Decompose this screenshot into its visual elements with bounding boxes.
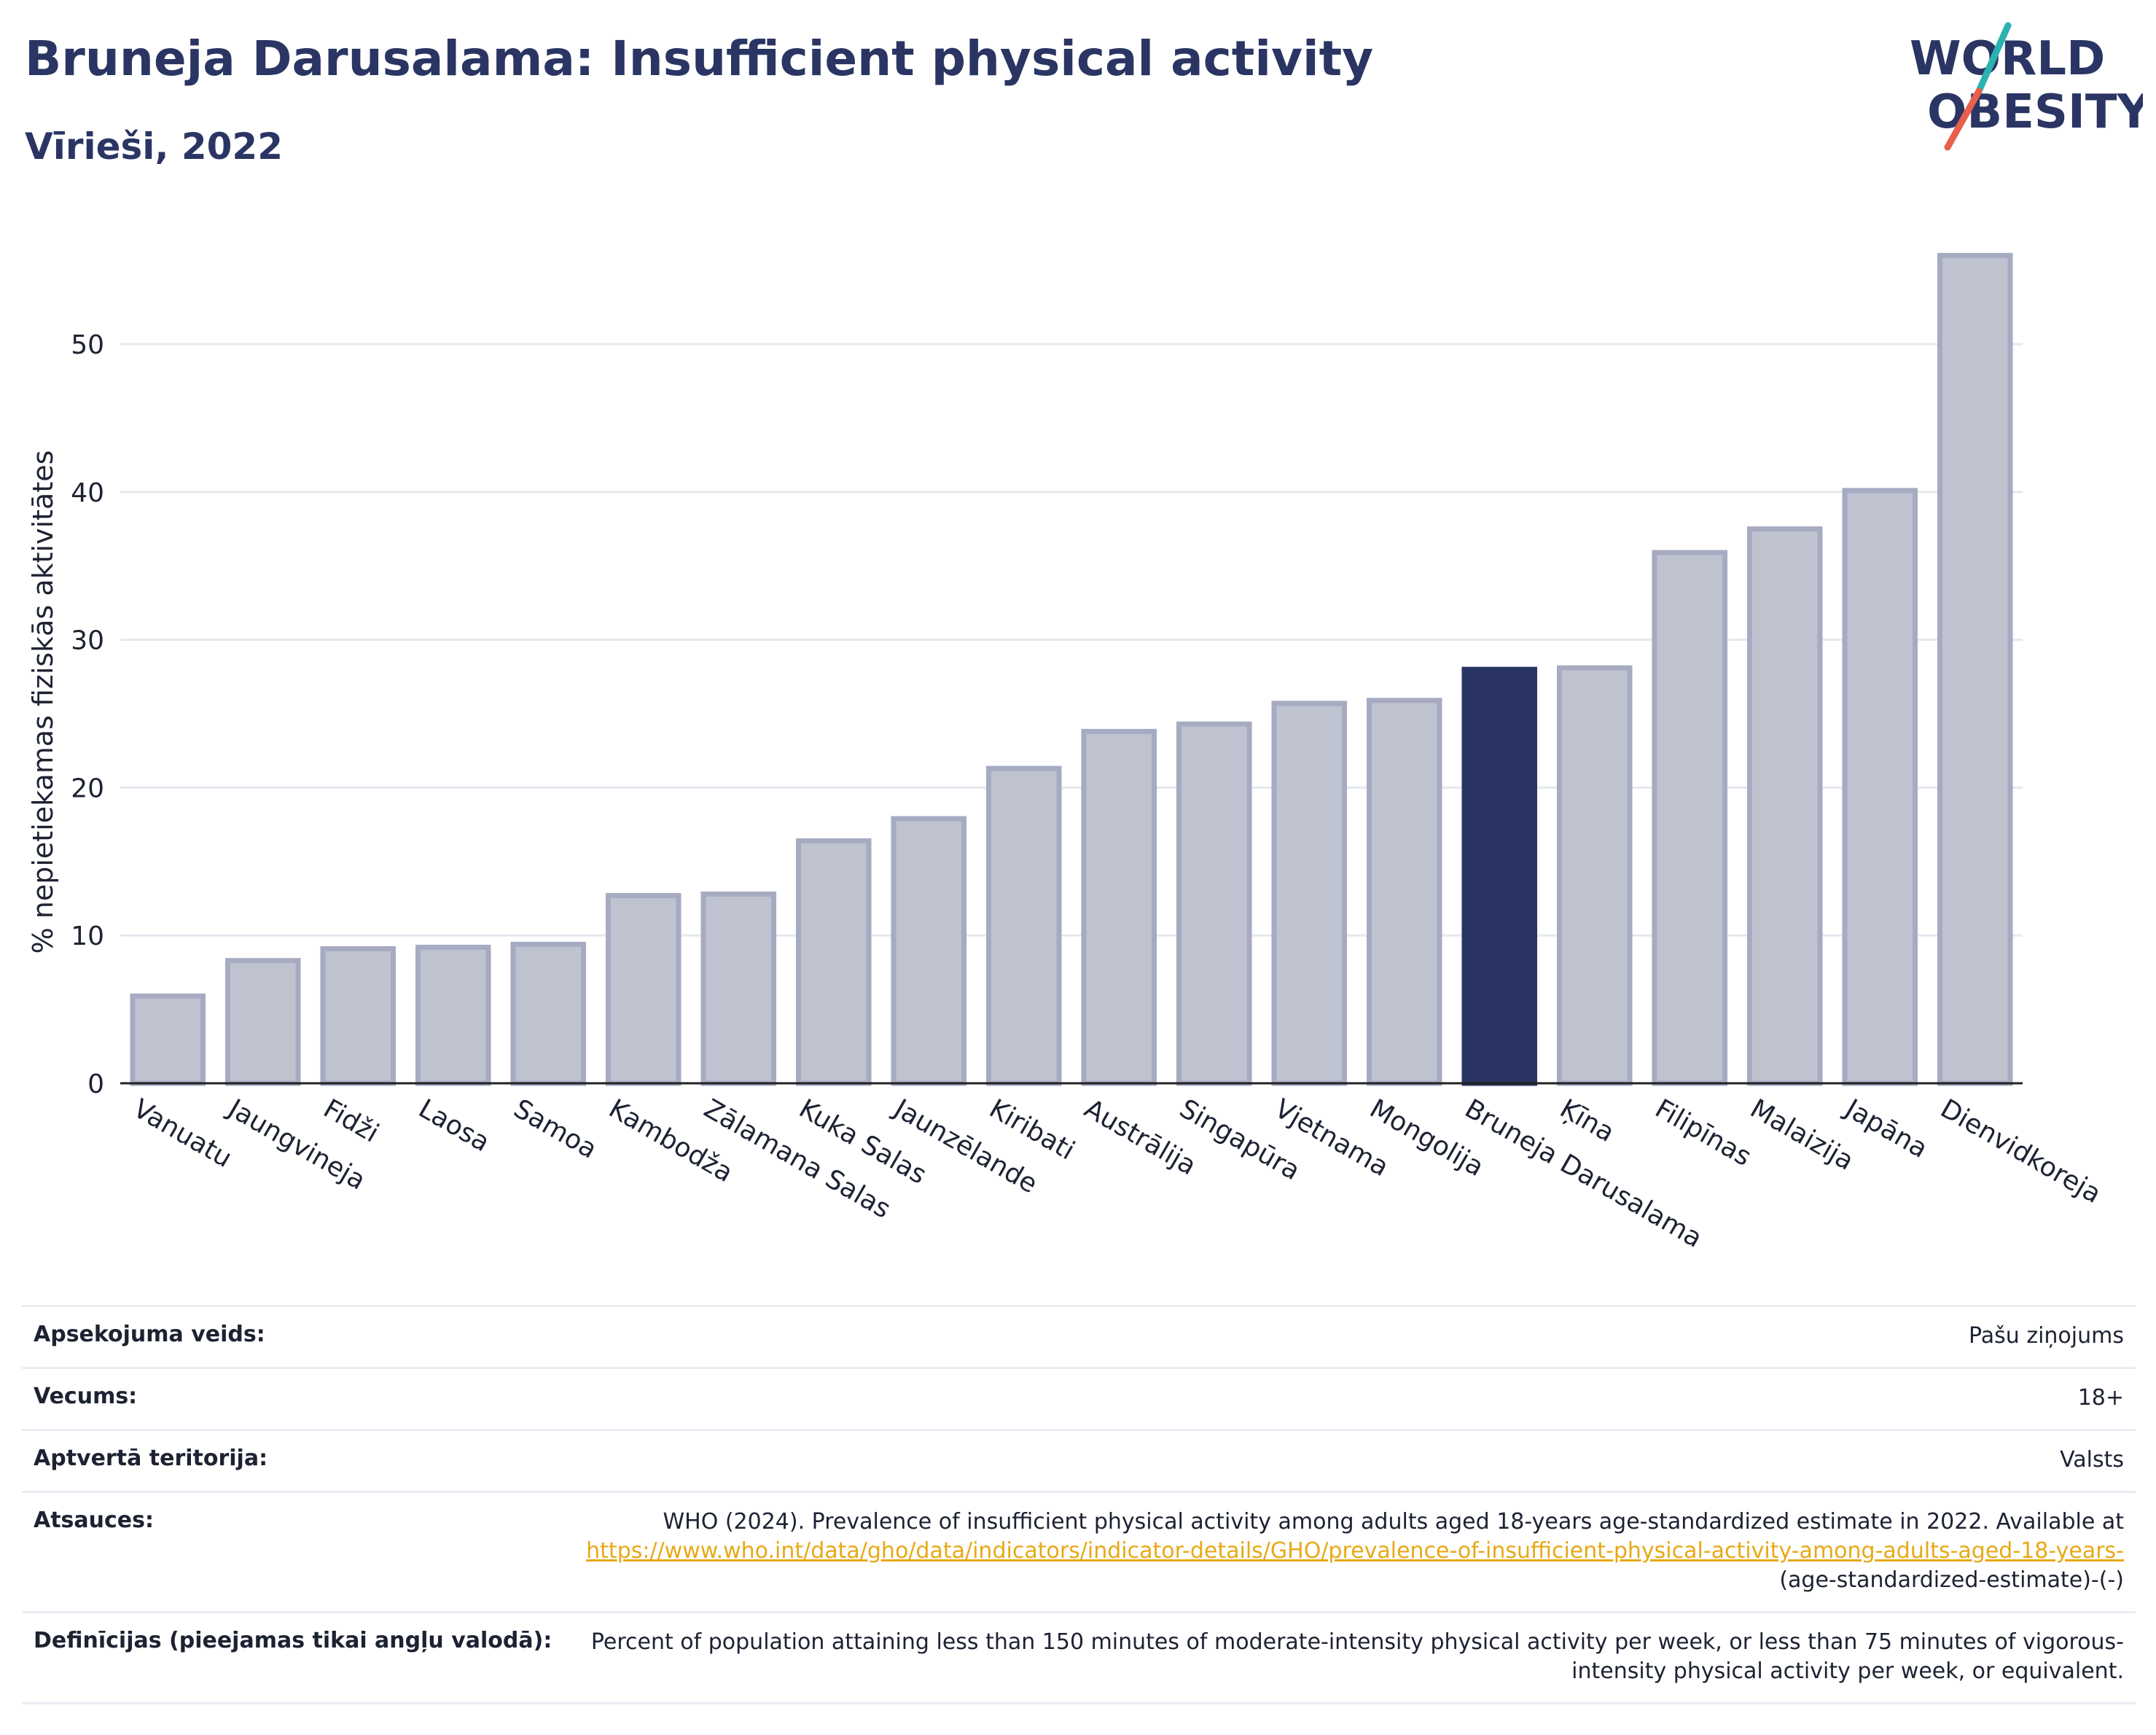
x-tick-label: Samoa — [509, 1093, 602, 1165]
x-tick-label: Dienvidkoreja — [1935, 1093, 2106, 1209]
bar-vanuatu[interactable] — [130, 993, 206, 1086]
bar-fidži[interactable] — [320, 946, 397, 1086]
meta-value: Valsts — [2060, 1447, 2124, 1473]
meta-value: Pašu ziņojums — [1969, 1323, 2124, 1349]
meta-label: Atsauces: — [34, 1508, 154, 1533]
meta-label: Aptvertā teritorija: — [34, 1446, 268, 1471]
reference-link[interactable]: https://www.who.int/data/gho/data/indica… — [586, 1538, 2124, 1564]
y-tick-label: 40 — [71, 478, 104, 508]
meta-label: Vecums: — [34, 1384, 138, 1409]
meta-label: Definīcijas (pieejamas tikai angļu valod… — [34, 1628, 552, 1653]
bar-filipīnas[interactable] — [1652, 550, 1728, 1086]
y-tick-label: 10 — [71, 921, 104, 951]
logo-slash-coral — [1944, 87, 1983, 151]
x-tick-label: Filipīnas — [1650, 1093, 1757, 1172]
metadata-table: Apsekojuma veids: Pašu ziņojums Vecums: … — [22, 1305, 2136, 1704]
y-axis-ticks: 0 10 20 30 40 50 — [71, 330, 104, 1099]
bar-ķīna[interactable] — [1556, 665, 1633, 1086]
meta-row-references: Atsauces: WHO (2024). Prevalence of insu… — [22, 1491, 2136, 1611]
meta-row-age: Vecums: 18+ — [22, 1367, 2136, 1429]
bar-austrālija[interactable] — [1081, 728, 1157, 1086]
x-tick-label: Malaizija — [1745, 1093, 1859, 1177]
bar-singapūra[interactable] — [1176, 721, 1252, 1086]
bar-malaizija[interactable] — [1746, 526, 1823, 1086]
bar-kambodža[interactable] — [605, 892, 681, 1086]
logo-slash-teal — [1975, 22, 2012, 95]
bars — [130, 252, 2013, 1086]
meta-row-survey-type: Apsekojuma veids: Pašu ziņojums — [22, 1305, 2136, 1367]
logo-line1: WORLD — [1910, 32, 2105, 86]
meta-label: Apsekojuma veids: — [34, 1322, 265, 1347]
y-tick-label: 50 — [71, 330, 104, 360]
bar-jaungvineja[interactable] — [224, 958, 301, 1086]
y-axis-label: % nepietiekamas fiziskās aktivitātes — [27, 451, 59, 954]
meta-value: 18+ — [2077, 1385, 2124, 1411]
page-title: Bruneja Darusalama: Insufficient physica… — [25, 31, 1374, 87]
world-obesity-logo: WORLD OBESITY — [1910, 22, 2143, 151]
bar-kiribati[interactable] — [985, 765, 1062, 1086]
bar-zālamana-salas[interactable] — [700, 891, 777, 1086]
bar-japāna[interactable] — [1842, 488, 1918, 1086]
x-tick-label: Fidži — [319, 1093, 384, 1148]
meta-value: WHO (2024). Prevalence of insufficient p… — [535, 1508, 2124, 1595]
x-tick-label: Vanuatu — [128, 1093, 237, 1174]
bar-jaunzēlande[interactable] — [891, 816, 967, 1086]
meta-row-coverage: Aptvertā teritorija: Valsts — [22, 1429, 2136, 1491]
x-tick-label: Laosa — [413, 1093, 494, 1158]
bar-laosa[interactable] — [415, 944, 491, 1086]
y-tick-label: 20 — [71, 773, 104, 803]
gridlines — [120, 343, 2023, 937]
bar-bruneja-darusalama[interactable] — [1461, 666, 1538, 1086]
y-tick-label: 0 — [87, 1069, 104, 1099]
x-tick-label: Ķīna — [1555, 1093, 1619, 1148]
bar-dienvidkoreja[interactable] — [1937, 252, 2013, 1086]
logo-line2: OBESITY — [1927, 85, 2143, 139]
bar-samoa[interactable] — [510, 941, 587, 1086]
y-tick-label: 30 — [71, 626, 104, 656]
reference-text: WHO (2024). Prevalence of insufficient p… — [663, 1509, 2124, 1535]
reference-suffix: (age-standardized-estimate)-(-) — [1779, 1567, 2124, 1593]
meta-value: Percent of population attaining less tha… — [590, 1629, 2124, 1684]
bar-vjetnama[interactable] — [1271, 701, 1348, 1086]
bar-kuka-salas[interactable] — [795, 838, 872, 1086]
meta-row-definitions: Definīcijas (pieejamas tikai angļu valod… — [22, 1611, 2136, 1704]
page-subtitle: Vīrieši, 2022 — [25, 125, 284, 168]
bar-mongolija[interactable] — [1366, 698, 1442, 1086]
